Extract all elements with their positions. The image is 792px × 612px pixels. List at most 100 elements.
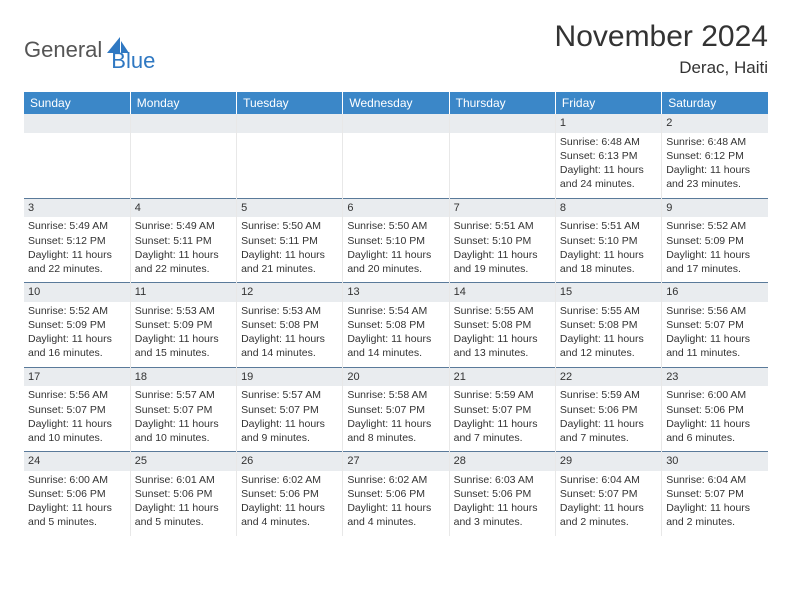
calendar-cell: 21Sunrise: 5:59 AMSunset: 5:07 PMDayligh… [449, 367, 555, 452]
sunrise-text: Sunrise: 5:52 AM [28, 304, 126, 318]
day-number: 6 [343, 199, 448, 218]
sunset-text: Sunset: 5:06 PM [454, 487, 551, 501]
daylight-text: Daylight: 11 hours and 2 minutes. [666, 501, 764, 529]
day-number: 16 [662, 283, 768, 302]
sunrise-text: Sunrise: 5:55 AM [560, 304, 657, 318]
sunset-text: Sunset: 5:08 PM [560, 318, 657, 332]
sunrise-text: Sunrise: 6:48 AM [560, 135, 657, 149]
day-number: 26 [237, 452, 342, 471]
sunrise-text: Sunrise: 6:03 AM [454, 473, 551, 487]
calendar-cell: 13Sunrise: 5:54 AMSunset: 5:08 PMDayligh… [343, 283, 449, 368]
calendar-cell: 30Sunrise: 6:04 AMSunset: 5:07 PMDayligh… [662, 452, 768, 536]
calendar-cell: 8Sunrise: 5:51 AMSunset: 5:10 PMDaylight… [555, 198, 661, 283]
calendar-cell: 2Sunrise: 6:48 AMSunset: 6:12 PMDaylight… [662, 114, 768, 198]
sunset-text: Sunset: 5:09 PM [28, 318, 126, 332]
calendar-cell: 26Sunrise: 6:02 AMSunset: 5:06 PMDayligh… [237, 452, 343, 536]
sunrise-text: Sunrise: 5:57 AM [241, 388, 338, 402]
calendar-cell [343, 114, 449, 198]
calendar-cell: 17Sunrise: 5:56 AMSunset: 5:07 PMDayligh… [24, 367, 130, 452]
calendar-cell: 15Sunrise: 5:55 AMSunset: 5:08 PMDayligh… [555, 283, 661, 368]
sunset-text: Sunset: 5:06 PM [241, 487, 338, 501]
calendar-cell: 16Sunrise: 5:56 AMSunset: 5:07 PMDayligh… [662, 283, 768, 368]
daylight-text: Daylight: 11 hours and 22 minutes. [135, 248, 232, 276]
sunrise-text: Sunrise: 6:04 AM [666, 473, 764, 487]
daylight-text: Daylight: 11 hours and 7 minutes. [454, 417, 551, 445]
sunset-text: Sunset: 5:08 PM [347, 318, 444, 332]
day-number: 27 [343, 452, 448, 471]
daylight-text: Daylight: 11 hours and 5 minutes. [28, 501, 126, 529]
sunrise-text: Sunrise: 5:51 AM [454, 219, 551, 233]
day-number: 7 [450, 199, 555, 218]
day-number: 29 [556, 452, 661, 471]
sunrise-text: Sunrise: 5:54 AM [347, 304, 444, 318]
day-header: Saturday [662, 92, 768, 114]
sunrise-text: Sunrise: 6:48 AM [666, 135, 764, 149]
day-number: 11 [131, 283, 236, 302]
daylight-text: Daylight: 11 hours and 22 minutes. [28, 248, 126, 276]
calendar-cell: 1Sunrise: 6:48 AMSunset: 6:13 PMDaylight… [555, 114, 661, 198]
sunset-text: Sunset: 5:11 PM [241, 234, 338, 248]
day-number: 23 [662, 368, 768, 387]
sunrise-text: Sunrise: 5:58 AM [347, 388, 444, 402]
daylight-text: Daylight: 11 hours and 21 minutes. [241, 248, 338, 276]
daylight-text: Daylight: 11 hours and 3 minutes. [454, 501, 551, 529]
sunrise-text: Sunrise: 5:53 AM [241, 304, 338, 318]
calendar-cell: 12Sunrise: 5:53 AMSunset: 5:08 PMDayligh… [237, 283, 343, 368]
sunset-text: Sunset: 5:07 PM [560, 487, 657, 501]
day-number: 13 [343, 283, 448, 302]
sunset-text: Sunset: 5:10 PM [454, 234, 551, 248]
day-number: 9 [662, 199, 768, 218]
sunrise-text: Sunrise: 6:00 AM [28, 473, 126, 487]
daylight-text: Daylight: 11 hours and 8 minutes. [347, 417, 444, 445]
sunset-text: Sunset: 5:07 PM [347, 403, 444, 417]
sunrise-text: Sunrise: 5:50 AM [241, 219, 338, 233]
day-number: 17 [24, 368, 130, 387]
calendar-cell: 23Sunrise: 6:00 AMSunset: 5:06 PMDayligh… [662, 367, 768, 452]
calendar-cell: 6Sunrise: 5:50 AMSunset: 5:10 PMDaylight… [343, 198, 449, 283]
sunrise-text: Sunrise: 5:59 AM [454, 388, 551, 402]
day-number: 14 [450, 283, 555, 302]
logo: General Blue [24, 20, 155, 74]
day-header: Thursday [449, 92, 555, 114]
daylight-text: Daylight: 11 hours and 4 minutes. [241, 501, 338, 529]
sunrise-text: Sunrise: 6:02 AM [347, 473, 444, 487]
sunrise-text: Sunrise: 5:51 AM [560, 219, 657, 233]
day-number: 20 [343, 368, 448, 387]
day-number: 12 [237, 283, 342, 302]
day-header: Sunday [24, 92, 130, 114]
calendar-week-row: 24Sunrise: 6:00 AMSunset: 5:06 PMDayligh… [24, 452, 768, 536]
sunrise-text: Sunrise: 5:50 AM [347, 219, 444, 233]
day-number: 19 [237, 368, 342, 387]
sunset-text: Sunset: 5:08 PM [241, 318, 338, 332]
daylight-text: Daylight: 11 hours and 9 minutes. [241, 417, 338, 445]
calendar-week-row: 3Sunrise: 5:49 AMSunset: 5:12 PMDaylight… [24, 198, 768, 283]
calendar-cell: 27Sunrise: 6:02 AMSunset: 5:06 PMDayligh… [343, 452, 449, 536]
day-number: 15 [556, 283, 661, 302]
day-number: 10 [24, 283, 130, 302]
day-header: Friday [555, 92, 661, 114]
calendar-cell: 4Sunrise: 5:49 AMSunset: 5:11 PMDaylight… [130, 198, 236, 283]
calendar-cell [130, 114, 236, 198]
sunset-text: Sunset: 5:12 PM [28, 234, 126, 248]
calendar-cell: 24Sunrise: 6:00 AMSunset: 5:06 PMDayligh… [24, 452, 130, 536]
sunrise-text: Sunrise: 6:01 AM [135, 473, 232, 487]
sunset-text: Sunset: 5:06 PM [560, 403, 657, 417]
sunset-text: Sunset: 5:09 PM [666, 234, 764, 248]
sunset-text: Sunset: 5:06 PM [28, 487, 126, 501]
daylight-text: Daylight: 11 hours and 7 minutes. [560, 417, 657, 445]
day-number: 25 [131, 452, 236, 471]
daylight-text: Daylight: 11 hours and 5 minutes. [135, 501, 232, 529]
calendar-table: Sunday Monday Tuesday Wednesday Thursday… [24, 92, 768, 536]
daylight-text: Daylight: 11 hours and 2 minutes. [560, 501, 657, 529]
calendar-cell: 9Sunrise: 5:52 AMSunset: 5:09 PMDaylight… [662, 198, 768, 283]
daylight-text: Daylight: 11 hours and 18 minutes. [560, 248, 657, 276]
daylight-text: Daylight: 11 hours and 15 minutes. [135, 332, 232, 360]
daylight-text: Daylight: 11 hours and 10 minutes. [28, 417, 126, 445]
day-number: 30 [662, 452, 768, 471]
calendar-cell: 11Sunrise: 5:53 AMSunset: 5:09 PMDayligh… [130, 283, 236, 368]
calendar-cell: 20Sunrise: 5:58 AMSunset: 5:07 PMDayligh… [343, 367, 449, 452]
header: General Blue November 2024 Derac, Haiti [24, 20, 768, 78]
day-header: Tuesday [237, 92, 343, 114]
logo-text-blue: Blue [111, 48, 155, 74]
sunset-text: Sunset: 6:12 PM [666, 149, 764, 163]
